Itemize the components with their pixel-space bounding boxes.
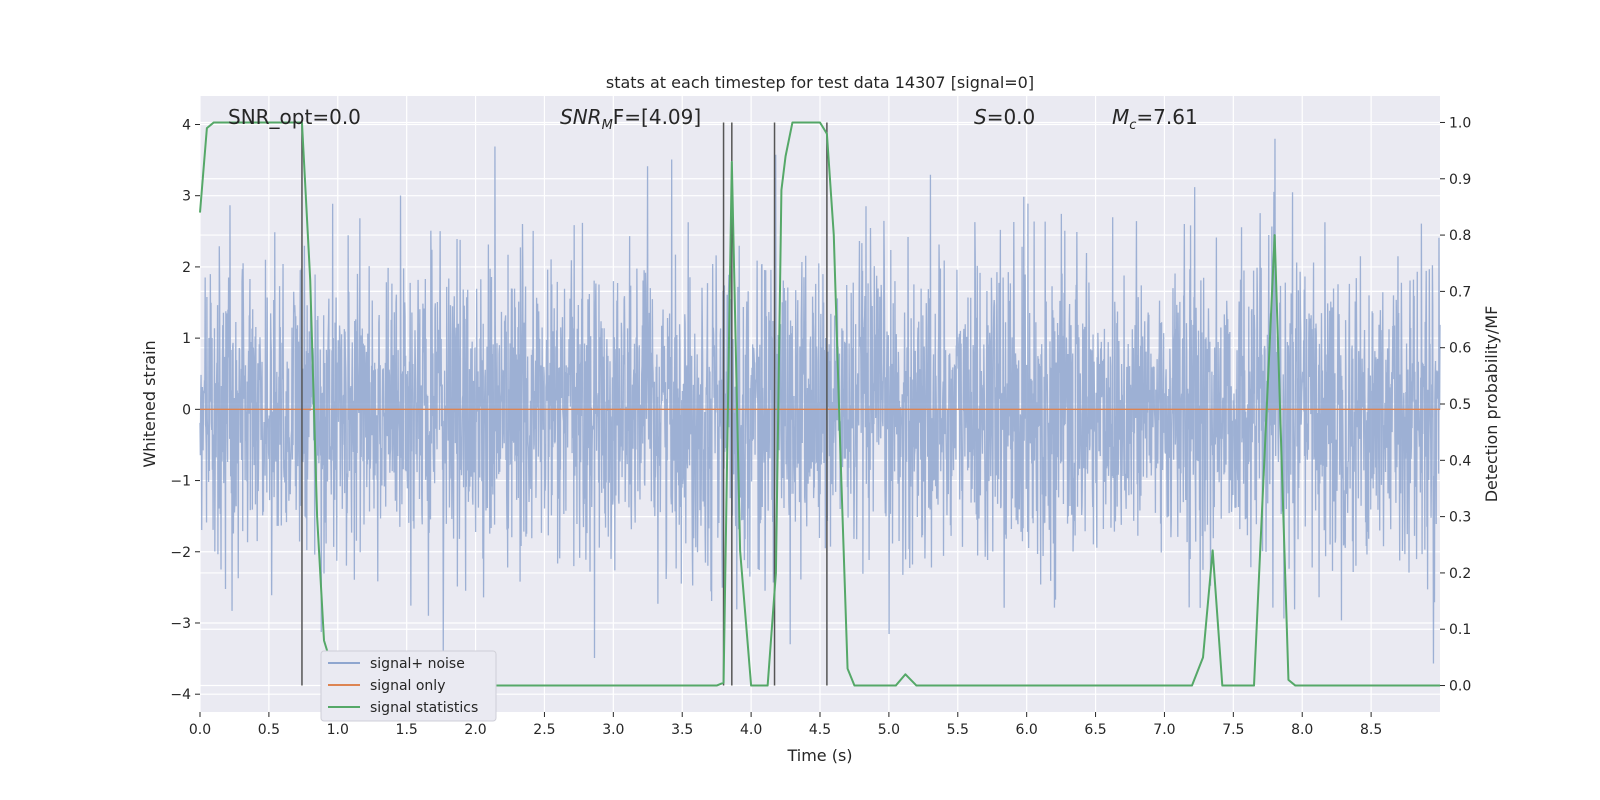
chart-title: stats at each timestep for test data 143… xyxy=(606,73,1034,92)
x-tick-label: 5.5 xyxy=(947,722,969,738)
x-axis-ticks: 0.0 0.5 1.0 1.5 2.0 2.5 3.0 3.5 4.0 4.5 5.0 5.5 6.0 6… xyxy=(189,712,1382,738)
y2-tick-label: 0.1 xyxy=(1449,622,1471,638)
x-tick-label: 3.0 xyxy=(602,722,624,738)
legend: signal+ noise signal only signal statist… xyxy=(320,650,497,722)
y2-tick-label: 0.7 xyxy=(1449,284,1471,300)
x-tick-label: 1.0 xyxy=(327,722,349,738)
legend-label-statistics: signal statistics xyxy=(370,700,478,716)
x-tick-label: 4.0 xyxy=(740,722,762,738)
x-tick-label: 6.0 xyxy=(1016,722,1038,738)
y2-tick-label: 0.8 xyxy=(1449,228,1471,244)
y2-axis-label: Detection probability/MF xyxy=(1482,306,1501,503)
annotation-snr-opt: SNR_opt=0.0 xyxy=(228,105,361,129)
y2-tick-label: 0.3 xyxy=(1449,510,1471,526)
legend-label-noise: signal+ noise xyxy=(370,656,465,672)
y-tick-label: −1 xyxy=(170,474,191,490)
x-tick-label: 8.0 xyxy=(1291,722,1313,738)
y2-tick-label: 0.6 xyxy=(1449,341,1471,357)
x-tick-label: 4.5 xyxy=(809,722,831,738)
y2-tick-label: 0.0 xyxy=(1449,679,1471,695)
x-tick-label: 6.5 xyxy=(1084,722,1106,738)
signal-statistics-series xyxy=(199,121,1440,687)
signal-noise-line xyxy=(199,138,1441,664)
x-tick-label: 1.5 xyxy=(396,722,418,738)
x-tick-label: 2.0 xyxy=(464,722,486,738)
y-tick-label: 2 xyxy=(182,260,191,276)
legend-box xyxy=(320,650,497,722)
x-axis-label: Time (s) xyxy=(786,746,852,765)
y-axis-ticks: 4 3 2 1 0 −1 −2 −3 −4 xyxy=(170,117,200,703)
y-tick-label: 3 xyxy=(182,189,191,205)
y2-tick-label: 0.9 xyxy=(1449,172,1471,188)
y-tick-label: −3 xyxy=(170,616,191,632)
x-tick-label: 0.0 xyxy=(189,722,211,738)
annotation-s: S=0.0 xyxy=(974,105,1035,129)
x-tick-label: 5.0 xyxy=(878,722,900,738)
y-tick-label: −4 xyxy=(170,687,191,703)
annotation-mc: Mc=7.61 xyxy=(1112,105,1198,133)
y-tick-label: −2 xyxy=(170,545,191,561)
y-tick-label: 1 xyxy=(182,331,191,347)
x-tick-label: 0.5 xyxy=(258,722,280,738)
y-tick-label: 4 xyxy=(182,117,191,133)
y2-tick-label: 1.0 xyxy=(1449,115,1471,131)
x-tick-label: 2.5 xyxy=(533,722,555,738)
y2-tick-label: 0.4 xyxy=(1449,453,1471,469)
y2-tick-label: 0.5 xyxy=(1449,397,1471,413)
annotation-snr-mf: SNRMF=[4.09] xyxy=(560,105,701,133)
signal-noise-series xyxy=(199,138,1441,664)
x-tick-label: 7.5 xyxy=(1222,722,1244,738)
signal-statistics-line xyxy=(199,121,1440,687)
y-axis-label: Whitened strain xyxy=(140,340,159,467)
y2-axis-ticks: 1.0 0.9 0.8 0.7 0.6 0.5 0.4 0.3 0.2 0.1 0.0 xyxy=(1440,115,1471,695)
legend-label-signal-only: signal only xyxy=(370,678,445,694)
y2-tick-label: 0.2 xyxy=(1449,566,1471,582)
x-tick-label: 7.0 xyxy=(1153,722,1175,738)
y-tick-label: 0 xyxy=(182,402,191,418)
x-tick-label: 8.5 xyxy=(1360,722,1382,738)
x-tick-label: 3.5 xyxy=(671,722,693,738)
